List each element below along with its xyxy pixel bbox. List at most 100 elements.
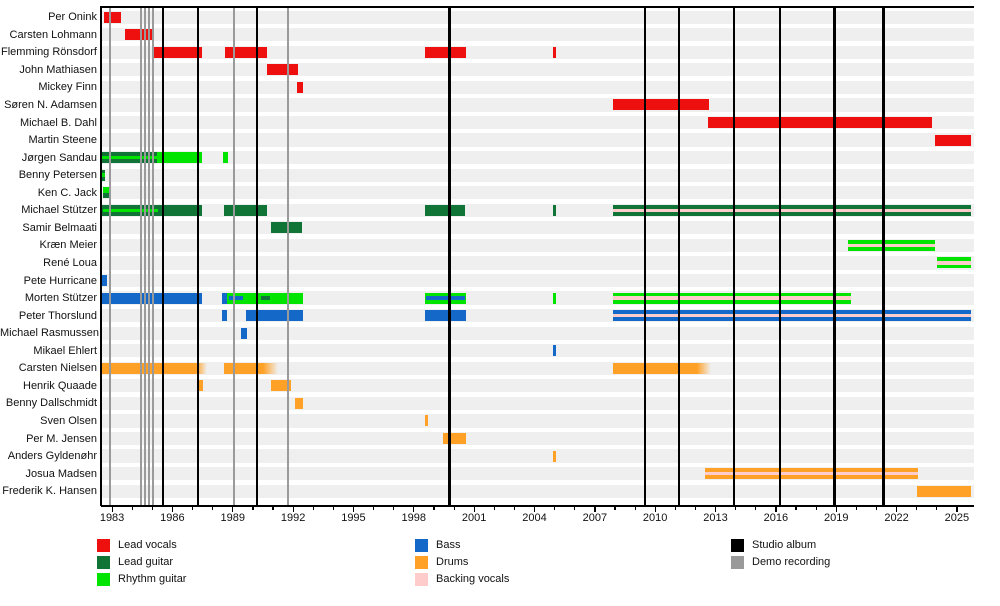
timeline-bar-sven-olsen-0: [425, 415, 429, 427]
x-axis-tick-1993: [312, 506, 314, 510]
timeline-bar-j-rgen-sandau-2: [223, 152, 229, 164]
x-axis-tick-1996: [373, 506, 375, 510]
x-axis-year-label-2007: 2007: [582, 512, 608, 524]
member-name-label-john-mathiasen: John Mathiasen: [19, 63, 97, 76]
x-axis-tick-2010: [654, 506, 656, 512]
timeline-bar-anders-gylden-hr-0: [552, 450, 556, 462]
member-name-label-frederik-k-hansen: Frederik K. Hansen: [2, 485, 97, 498]
member-name-label-flemming-r-nsdorf: Flemming Rönsdorf: [1, 46, 97, 59]
legend-label-demo-recording: Demo recording: [752, 556, 831, 568]
timeline-bar-j-rgen-sandau-1: [157, 152, 202, 164]
x-axis-tick-2005: [554, 506, 556, 510]
timeline-bar-carsten-nielsen-2: [612, 362, 712, 374]
timeline-bar-frederik-k-hansen-0: [916, 485, 971, 497]
member-name-label-morten-st-tzer: Morten Stützer: [24, 292, 97, 305]
legend-label-rhythm-guitar: Rhythm guitar: [118, 573, 187, 585]
x-axis-year-label-1992: 1992: [280, 512, 306, 524]
x-axis-tick-1989: [232, 506, 234, 512]
member-row-strip-ken-c-jack: [101, 186, 974, 200]
member-name-label-ken-c-jack: Ken C. Jack: [37, 186, 97, 199]
member-row-strip-martin-steene: [101, 133, 974, 147]
demo-recording-line: [109, 7, 112, 505]
x-axis-tick-2014: [735, 506, 737, 510]
legend-swatch-demo-recording: [731, 556, 744, 569]
x-axis-tick-1984: [131, 506, 133, 510]
legend-label-bass: Bass: [436, 539, 461, 551]
x-axis-tick-1995: [352, 506, 355, 512]
timeline-bar-flemming-r-nsdorf-2: [425, 46, 467, 58]
member-row-strip-benny-dallschmidt: [101, 396, 974, 410]
member-row-strip-mickey-finn: [101, 80, 974, 94]
member-name-label-martin-steene: Martin Steene: [28, 134, 97, 147]
x-axis-year-label-2001: 2001: [461, 512, 487, 524]
studio-album-line: [732, 7, 736, 505]
member-row-strip-benny-petersen: [101, 168, 974, 182]
member-row-strip-per-m-jensen: [101, 431, 974, 446]
legend-swatch-studio-album: [731, 539, 744, 552]
x-axis-year-label-1989: 1989: [220, 512, 245, 524]
x-axis-tick-1999: [433, 506, 435, 510]
x-axis-tick-1986: [171, 506, 174, 512]
x-axis-tick-2016: [775, 506, 777, 512]
x-axis-year-label-2013: 2013: [703, 512, 728, 524]
member-name-label-michael-rasmussen: Michael Rasmussen: [0, 327, 100, 340]
x-axis-tick-2023: [916, 506, 918, 510]
member-row-strip-flemming-r-nsdorf: [101, 45, 974, 59]
timeline-bar-michael-rasmussen-0: [241, 327, 248, 339]
role-stripe-rhythm-guitar-benny-petersen-0-0: [101, 173, 106, 177]
member-name-label-michael-b-dahl: Michael B. Dahl: [19, 116, 97, 129]
legend-label-studio-album: Studio album: [752, 539, 817, 551]
member-row-strip-anders-gylden-hr: [101, 449, 974, 463]
timeline-bar-benny-dallschmidt-0: [295, 397, 304, 409]
member-name-label-carsten-lohmann: Carsten Lohmann: [9, 28, 97, 41]
member-row-strip-j-rgen-sandau: [101, 151, 974, 165]
role-stripe-bass-morten-st-tzer-3-0: [426, 296, 466, 300]
member-row-strip-carsten-nielsen: [101, 361, 974, 375]
member-row-strip-per-onink: [101, 10, 974, 24]
timeline-bar-flemming-r-nsdorf-1: [225, 46, 267, 58]
timeline-bar-michael-b-dahl-0: [708, 117, 932, 129]
x-axis-tick-2011: [674, 506, 676, 510]
member-row-strip-pete-hurricane: [101, 273, 974, 288]
timeline-bar-morten-st-tzer-4: [552, 292, 556, 304]
x-axis-line: [101, 505, 974, 507]
x-axis-tick-2004: [533, 506, 536, 512]
role-stripe-rhythm-guitar-j-rgen-sandau-0-0: [102, 155, 158, 160]
timeline-bar-per-m-jensen-0: [442, 433, 467, 445]
studio-album-line: [882, 7, 885, 505]
x-axis-tick-2001: [473, 506, 475, 512]
legend-label-backing-vocals: Backing vocals: [436, 573, 510, 585]
timeline-bar-ken-c-jack-0-top: [103, 187, 110, 193]
timeline-bar-henrik-quaade-0: [198, 380, 203, 392]
legend-label-lead-guitar: Lead guitar: [118, 556, 174, 568]
studio-album-line: [161, 7, 165, 505]
member-name-label-ren-loua: René Loua: [43, 256, 97, 269]
timeline-bar-per-onink-0: [104, 11, 122, 23]
role-stripe-backing-vocals-josua-madsen-0-0: [705, 471, 918, 476]
x-axis-tick-2002: [493, 506, 495, 510]
role-stripe-backing-vocals-peter-thorslund-3-0: [612, 313, 971, 318]
legend-swatch-lead-guitar: [97, 556, 110, 569]
x-axis-year-label-2004: 2004: [522, 512, 547, 524]
x-axis-year-label-1995: 1995: [341, 512, 366, 524]
demo-recording-line: [152, 7, 155, 505]
member-row-strip-frederik-k-hansen: [101, 484, 974, 498]
x-axis-year-label-1998: 1998: [401, 512, 427, 524]
x-axis-tick-2025: [956, 506, 958, 512]
member-name-label-pete-hurricane: Pete Hurricane: [23, 274, 97, 287]
role-stripe-backing-vocals-morten-st-tzer-5-0: [612, 296, 852, 300]
x-axis-tick-1990: [252, 506, 254, 510]
x-axis-tick-1983: [111, 506, 113, 512]
timeline-bar-peter-thorslund-2: [425, 310, 467, 322]
x-axis-tick-1985: [151, 506, 153, 510]
member-row-strip-henrik-quaade: [101, 379, 974, 393]
x-axis-tick-2008: [614, 506, 616, 510]
role-stripe-bass-morten-st-tzer-2-0: [229, 296, 243, 300]
demo-recording-line: [232, 7, 235, 505]
studio-album-line: [833, 7, 836, 505]
timeline-bar-morten-st-tzer-0: [101, 292, 202, 304]
x-axis-year-label-2016: 2016: [763, 512, 789, 524]
member-name-label-per-m-jensen: Per M. Jensen: [26, 432, 97, 445]
x-axis-tick-2007: [594, 506, 596, 512]
studio-album-line: [196, 7, 200, 505]
